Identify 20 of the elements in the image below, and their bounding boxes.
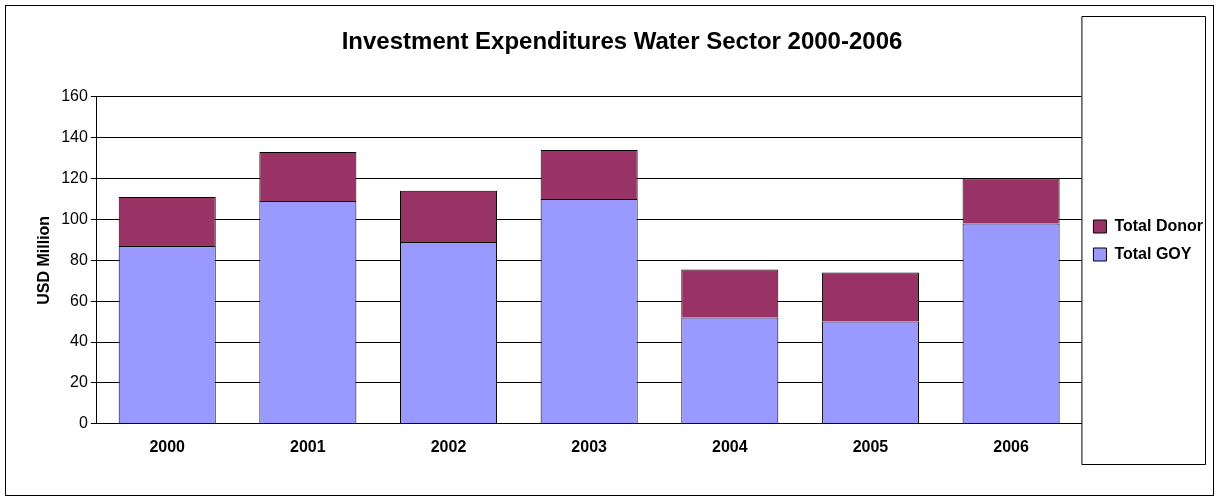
- y-tick-label: 60: [70, 291, 88, 309]
- x-tick-label: 2005: [852, 437, 889, 455]
- y-tick-label: 160: [61, 87, 88, 105]
- legend-label: Total Donor: [1114, 216, 1203, 234]
- x-tick-label: 2002: [430, 437, 467, 455]
- x-tick-label: 2003: [571, 437, 608, 455]
- x-tick-label: 2000: [149, 437, 186, 455]
- chart-title: Investment Expenditures Water Sector 2000-2006: [341, 27, 903, 55]
- y-tick-label: 100: [61, 209, 88, 227]
- y-tick-label: 80: [70, 250, 88, 268]
- y-tick-label: 0: [78, 414, 88, 432]
- y-tick-label: 20: [70, 373, 88, 391]
- y-axis-title: USD Million: [35, 215, 53, 305]
- y-tick-label: 120: [61, 168, 88, 186]
- y-tick-label: 40: [70, 332, 88, 350]
- x-tick-label: 2006: [993, 437, 1029, 455]
- x-tick-label: 2004: [712, 437, 748, 455]
- y-tick-label: 140: [61, 128, 88, 146]
- legend-label: Total GOY: [1114, 244, 1192, 262]
- x-tick-label: 2001: [290, 437, 326, 455]
